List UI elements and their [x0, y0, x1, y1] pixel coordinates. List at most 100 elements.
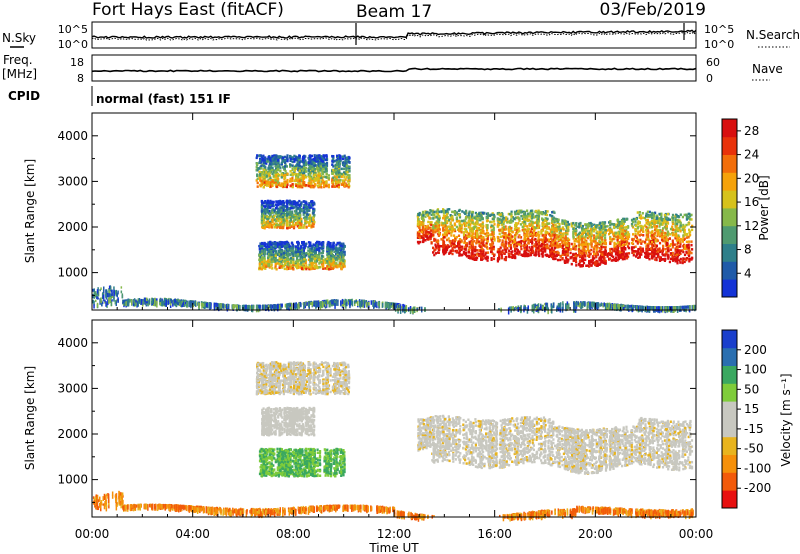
- power-data-cell: [320, 186, 323, 189]
- power-data-cell: [338, 252, 341, 255]
- power-data-cell: [325, 169, 328, 173]
- power-data-cell: [548, 255, 551, 258]
- power-data-cell: [258, 154, 261, 157]
- power-data-cell: [490, 250, 493, 253]
- power-data-cell: [266, 170, 269, 174]
- power-data-cell: [286, 258, 289, 261]
- power-data-cell: [338, 265, 341, 268]
- power-data-cell: [299, 215, 302, 218]
- power-data-cell: [271, 211, 274, 214]
- power-data-cell: [340, 258, 343, 261]
- power-data-cell: [314, 251, 317, 254]
- power-data-cell: [327, 177, 330, 180]
- power-data-cell: [267, 264, 270, 267]
- power-data-cell: [327, 185, 330, 189]
- power-data-cell: [263, 255, 266, 258]
- power-data-cell: [317, 156, 320, 159]
- power-data-cell: [268, 250, 272, 253]
- power-data-cell: [260, 252, 264, 255]
- power-data-cell: [279, 200, 282, 203]
- power-data-cell: [278, 212, 282, 216]
- power-data-cell: [533, 221, 536, 225]
- power-data-cell: [275, 203, 278, 206]
- power-data-cell: [268, 253, 272, 257]
- power-data-cell: [681, 225, 684, 229]
- power-data-cell: [310, 158, 313, 162]
- power-data-cell: [275, 212, 278, 216]
- power-data-cell: [606, 225, 609, 228]
- power-data-cell: [296, 247, 300, 250]
- power-data-cell: [343, 180, 346, 184]
- power-data-cell: [322, 249, 325, 252]
- power-data-points: [92, 154, 696, 315]
- power-data-cell: [280, 249, 283, 252]
- power-data-cell: [308, 248, 312, 251]
- power-data-cell: [286, 244, 289, 247]
- power-data-cell: [314, 159, 317, 162]
- noise-tick-top-left: 10^5: [58, 23, 88, 36]
- power-data-cell: [269, 162, 272, 166]
- power-data-cell: [270, 223, 274, 227]
- power-data-cell: [345, 184, 348, 188]
- power-data-cell: [502, 222, 505, 226]
- power-data-cell: [276, 243, 279, 247]
- power-data-cell: [261, 256, 264, 259]
- power-data-cell: [277, 225, 280, 228]
- freq-tick-top: 18: [70, 56, 84, 69]
- power-data-cell: [302, 163, 305, 166]
- power-data-cell: [309, 220, 312, 223]
- power-data-cell: [337, 164, 340, 168]
- power-data-cell: [298, 182, 301, 185]
- power-data-cell: [591, 239, 594, 242]
- power-data-cell: [305, 166, 308, 170]
- power-data-cell: [319, 168, 322, 171]
- power-data-cell: [264, 267, 267, 270]
- power-data-cell: [313, 266, 316, 269]
- power-data-cell: [292, 202, 295, 205]
- power-data-cell: [275, 219, 278, 223]
- power-data-cell: [264, 214, 267, 217]
- power-data-cell: [308, 253, 312, 256]
- power-data-cell: [333, 250, 336, 253]
- power-data-cell: [282, 156, 285, 160]
- power-data-cell: [268, 240, 272, 244]
- power-data-cell: [340, 255, 343, 259]
- power-data-cell: [292, 244, 295, 248]
- power-data-cell: [313, 220, 316, 224]
- power-data-cell: [289, 164, 292, 167]
- power-data-cell: [550, 242, 553, 245]
- power-data-cell: [458, 238, 462, 241]
- power-data-cell: [286, 224, 289, 227]
- power-data-cell: [296, 220, 299, 223]
- power-data-cell: [271, 172, 274, 176]
- power-data-cell: [320, 243, 323, 247]
- power-data-cell: [288, 210, 291, 214]
- power-data-cell: [278, 262, 281, 266]
- power-data-cell: [286, 159, 289, 162]
- power-data-cell: [261, 224, 264, 227]
- power-data-cell: [262, 168, 265, 172]
- power-data-cell: [265, 174, 268, 178]
- power-data-cell: [274, 158, 277, 161]
- power-data-cell: [602, 245, 605, 249]
- power-data-cell: [299, 207, 302, 210]
- power-data-cell: [267, 178, 270, 181]
- power-data-cell: [294, 246, 297, 250]
- power-data-cell: [293, 218, 296, 222]
- power-data-cell: [280, 242, 283, 246]
- power-data-cell: [291, 182, 294, 186]
- power-data-cell: [284, 205, 287, 208]
- power-data-cell: [289, 206, 292, 210]
- power-data-cell: [259, 179, 262, 182]
- power-data-cell: [260, 263, 264, 266]
- power-data-cell: [303, 245, 306, 248]
- power-data-cell: [270, 246, 273, 250]
- power-data-cell: [302, 155, 305, 159]
- power-data-cell: [300, 224, 303, 227]
- power-data-cell: [282, 219, 285, 222]
- power-data-cell: [635, 236, 638, 239]
- power-data-cell: [286, 227, 289, 230]
- power-data-cell: [296, 259, 300, 263]
- power-data-cell: [301, 252, 304, 255]
- power-data-cell: [256, 185, 259, 188]
